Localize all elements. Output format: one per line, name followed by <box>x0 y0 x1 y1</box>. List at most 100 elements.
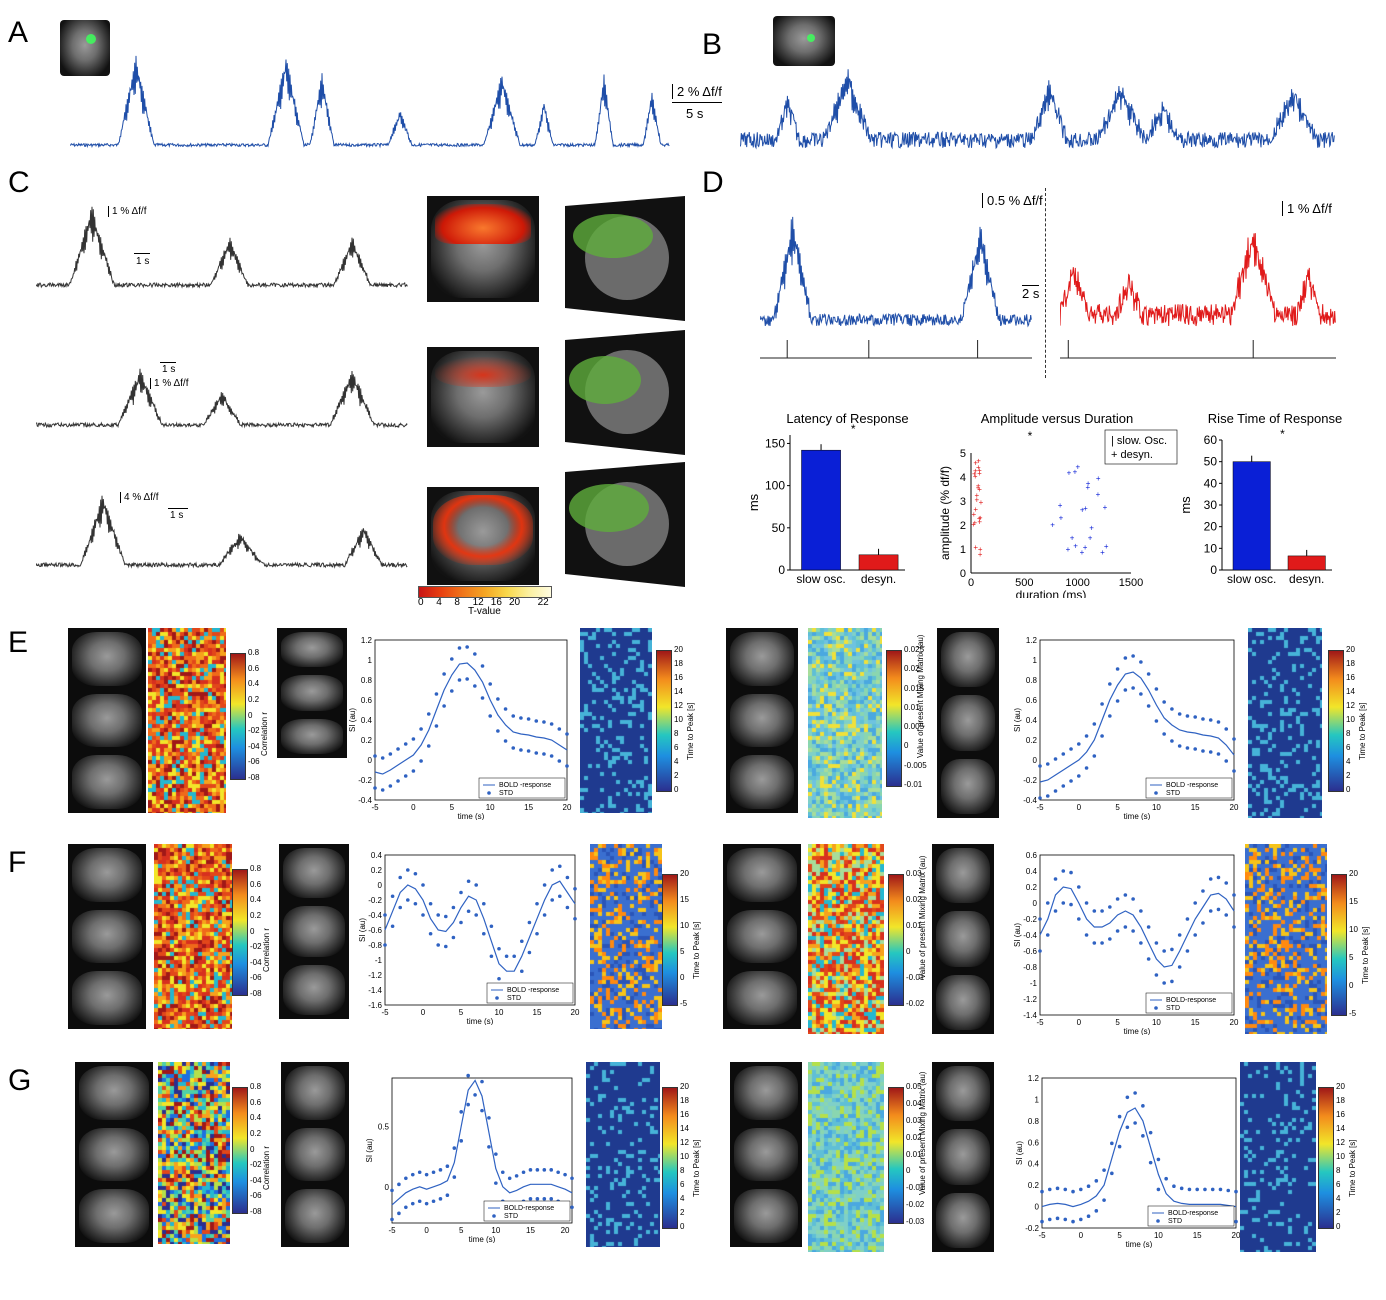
std-point <box>413 901 418 906</box>
colorbar-tick: 2 <box>680 1208 685 1217</box>
std-point <box>487 1116 491 1120</box>
trace-line <box>70 55 670 149</box>
std-point <box>444 944 448 949</box>
y-tick-label: 0.6 <box>1028 1138 1040 1147</box>
point-desyn: + <box>977 469 982 478</box>
panel-label-a: A <box>8 16 29 49</box>
std-point <box>1226 1188 1231 1193</box>
std-point <box>1084 901 1089 905</box>
x-axis-label: time (s) <box>1124 1027 1151 1035</box>
x-tick-label: 5 <box>450 803 455 812</box>
colorbar-label: Time to Peak [s] <box>1361 926 1370 985</box>
trace-line <box>740 69 1335 150</box>
std-point <box>388 784 393 788</box>
std-point <box>410 1201 415 1206</box>
x-tick-label: 5 <box>1115 1018 1120 1027</box>
colorbar-tick: 14 <box>1346 687 1355 696</box>
std-point <box>419 759 423 763</box>
colorbar-tick: -08 <box>250 989 262 998</box>
x-axis-label: time (s) <box>469 1235 496 1243</box>
f-right-anatomy <box>723 844 801 1029</box>
std-point <box>390 924 395 929</box>
legend-marker <box>495 996 499 1000</box>
std-point <box>1133 1121 1137 1125</box>
point-slow-osc: + <box>1103 503 1108 512</box>
std-point <box>390 1217 394 1222</box>
std-point <box>1061 869 1066 873</box>
x-tick-label: 0 <box>424 1226 429 1235</box>
g-right-ttp-colorbar <box>1318 1087 1334 1229</box>
std-point <box>1234 1189 1238 1194</box>
colorbar-label: Correlation r <box>260 711 269 756</box>
trace-b <box>740 69 1335 150</box>
y-tick-label: 0.8 <box>361 676 373 685</box>
std-point <box>1208 877 1213 881</box>
legend-bold: BOLD -response <box>1166 782 1218 789</box>
std-point <box>496 697 500 701</box>
plot-frame <box>1041 1077 1237 1229</box>
tvalue-tick: 0 <box>418 597 424 608</box>
x-tick-label: 0 <box>421 1008 426 1017</box>
legend <box>1104 429 1178 465</box>
point-slow-osc: + <box>1080 506 1085 515</box>
colorbar-tick: -08 <box>248 773 260 782</box>
std-point <box>1047 1187 1052 1192</box>
activation-map-2 <box>427 347 539 447</box>
x-tick-label: 10 <box>1152 1018 1161 1027</box>
colorbar-label: Value of present Mixing Matrix (au) <box>916 634 925 758</box>
y-tick-label: 0 <box>368 756 373 765</box>
y-tick-label: 50 <box>772 521 786 535</box>
std-point <box>565 732 569 736</box>
x-tick-label: 15 <box>1191 803 1200 812</box>
std-point <box>1102 1198 1106 1202</box>
std-point <box>1123 893 1128 897</box>
y-tick-label: 10 <box>1204 541 1218 555</box>
colorbar-tick: -02 <box>248 726 260 736</box>
e-left-correlation-map <box>148 628 226 813</box>
std-point <box>424 1201 429 1206</box>
std-point <box>1069 779 1073 783</box>
colorbar-tick: 8 <box>1346 729 1351 738</box>
colorbar-tick: 18 <box>1336 1096 1345 1105</box>
std-point <box>1038 764 1042 768</box>
std-point <box>473 684 477 688</box>
y-tick-label: 0 <box>1033 899 1038 908</box>
trace-c1 <box>36 206 408 289</box>
render-3d-2 <box>565 330 685 455</box>
legend-desyn: + desyn. <box>1111 449 1153 461</box>
std-point <box>556 1170 560 1175</box>
x-tick-label: 5 <box>459 1008 464 1017</box>
y-tick-label: -0.2 <box>368 896 382 905</box>
std-point <box>573 886 577 891</box>
y-axis-label: ms <box>746 493 761 511</box>
std-point <box>1131 897 1135 901</box>
std-point <box>1224 727 1229 731</box>
y-tick-label: 0.8 <box>1026 676 1038 685</box>
std-point <box>459 920 463 925</box>
std-point <box>450 689 454 693</box>
colorbar-tick: -0.01 <box>906 1183 925 1193</box>
std-point <box>473 652 477 656</box>
y-tick-label: 150 <box>765 436 785 450</box>
std-point <box>1139 692 1143 696</box>
y-tick-label: 0 <box>778 563 785 577</box>
y-tick-label: -0.6 <box>1023 947 1037 956</box>
std-point <box>1170 707 1174 711</box>
std-point <box>1216 720 1221 724</box>
std-point <box>1108 905 1112 909</box>
significance-star: * <box>1280 427 1285 441</box>
e-left-ttp-colorbar <box>656 650 672 792</box>
point-slow-osc: + <box>1086 479 1091 488</box>
std-point <box>542 913 547 917</box>
y-tick-label: -1.4 <box>1023 1011 1037 1020</box>
std-point <box>1193 715 1197 719</box>
colorbar-tick: 0.03 <box>906 869 922 878</box>
bar <box>1232 461 1271 571</box>
y-tick-label: 0 <box>1035 1203 1040 1212</box>
y-tick-label: 1.2 <box>361 636 373 645</box>
colorbar-tick: 0.02 <box>904 664 920 674</box>
render-3d-1 <box>565 196 685 321</box>
point-slow-osc: + <box>1050 520 1055 529</box>
point-desyn: + <box>976 483 981 492</box>
x-axis-label: time (s) <box>458 812 485 820</box>
